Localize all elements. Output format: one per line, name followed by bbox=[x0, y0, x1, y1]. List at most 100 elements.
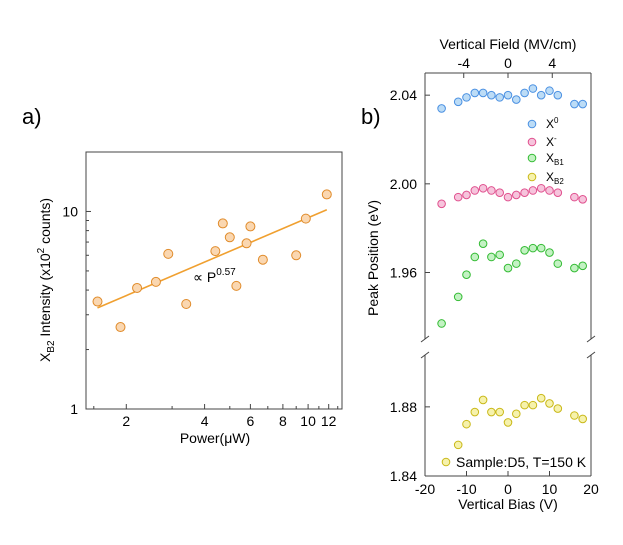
panel-a-fit-line bbox=[97, 209, 328, 309]
panel-b-point bbox=[462, 419, 471, 429]
panel-b-top-x-tick-label: 4 bbox=[548, 55, 556, 71]
panel-b-point bbox=[437, 199, 446, 209]
panel-b-point bbox=[478, 239, 488, 248]
panel-b-point bbox=[487, 90, 496, 100]
panel-b-point bbox=[512, 95, 521, 104]
panel-b-legend-label: X0 bbox=[546, 116, 559, 131]
panel-a-y-axis-label: XB2 Intensity (x102 counts) bbox=[36, 198, 57, 362]
panel-b-point bbox=[520, 400, 529, 410]
panel-a-x-tick-label: 4 bbox=[201, 413, 209, 429]
panel-b-point bbox=[536, 90, 546, 100]
panel-b-x-axis-label: Vertical Bias (V) bbox=[458, 496, 558, 512]
panel-b-x-tick-label: 0 bbox=[504, 481, 512, 497]
panel-b-legend-marker bbox=[527, 119, 537, 129]
panel-b-point bbox=[478, 88, 488, 98]
panel-b-point bbox=[520, 246, 529, 255]
panel-b-points bbox=[437, 84, 588, 450]
panel-b-point bbox=[536, 243, 546, 253]
panel-b-axes: -20 -10 0 10 20 -4 0 4 1.96 2.00 2.04 1.84 1.88 bbox=[390, 55, 599, 497]
panel-a-point bbox=[241, 238, 252, 249]
panel-b-point bbox=[512, 190, 521, 200]
panel-b-point bbox=[570, 192, 579, 202]
panel-b-point bbox=[495, 407, 505, 417]
panel-b-x-tick-label: -20 bbox=[415, 481, 435, 497]
panel-b-point bbox=[470, 407, 480, 417]
panel-b-point bbox=[503, 263, 513, 273]
panel-b-point bbox=[578, 195, 588, 204]
panel-a-point bbox=[163, 248, 174, 259]
panel-b-y-tick-label: 1.96 bbox=[390, 265, 417, 281]
panel-a-x-tick-label: 10 bbox=[300, 413, 316, 429]
panel-b-point bbox=[570, 263, 579, 273]
panel-b-point bbox=[453, 97, 463, 107]
panel-b-x-tick-label: 20 bbox=[583, 481, 599, 497]
panel-b-point bbox=[545, 86, 554, 96]
panel-b-point bbox=[487, 252, 496, 262]
panel-b-y-tick-label: 1.88 bbox=[390, 399, 417, 415]
panel-b-point bbox=[453, 192, 463, 202]
panel-a-point bbox=[181, 299, 192, 310]
panel-a-point bbox=[300, 213, 311, 224]
panel-b-legend-marker bbox=[527, 172, 537, 182]
panel-a-point bbox=[257, 254, 268, 265]
panel-b-point bbox=[520, 88, 529, 98]
panel-b-point bbox=[495, 188, 505, 197]
panel-b-point bbox=[578, 99, 588, 109]
panel-a-y-tick-label: 10 bbox=[62, 203, 78, 219]
panel-b-point bbox=[462, 270, 471, 280]
panel-b-point bbox=[553, 188, 563, 197]
panel-b-top-x-tick-label: -4 bbox=[458, 55, 471, 71]
panel-b-legend-label: X- bbox=[546, 134, 557, 149]
panel-a-x-tick-label: 2 bbox=[122, 413, 130, 429]
panel-a-label: a) bbox=[22, 104, 42, 129]
panel-a-point bbox=[245, 221, 256, 232]
panel-b-point bbox=[528, 186, 538, 195]
panel-a-x-tick-label: 12 bbox=[321, 413, 337, 429]
panel-b-legend: X0 X- XB1 XB2 bbox=[441, 116, 564, 467]
panel-b-point bbox=[545, 248, 554, 257]
panel-a-axes: 2 4 6 8 10 12 1 10 bbox=[62, 151, 339, 429]
panel-b-point bbox=[495, 93, 505, 102]
panel-b-legend-marker bbox=[527, 137, 537, 147]
panel-a-x-axis-label: Power(μW) bbox=[180, 430, 250, 446]
panel-b-point bbox=[453, 292, 463, 302]
panel-a-fit-line-group bbox=[97, 209, 328, 309]
panel-b-point bbox=[470, 252, 480, 262]
panel-b-point bbox=[470, 88, 480, 98]
panel-a-point bbox=[217, 218, 228, 229]
panel-a-annotation: ∝ P0.57 bbox=[193, 267, 236, 285]
panel-b-legend-marker bbox=[527, 153, 537, 163]
panel-b-point bbox=[453, 440, 463, 450]
panel-a-point bbox=[210, 246, 221, 257]
panel-b-point bbox=[462, 93, 471, 102]
panel-b-point bbox=[528, 400, 538, 410]
panel-a-point bbox=[231, 280, 242, 291]
panel-b-top-x-axis-label: Vertical Field (MV/cm) bbox=[440, 36, 577, 52]
panel-b-axis-break-mark bbox=[586, 351, 596, 359]
panel-b-axis-break-mark bbox=[420, 335, 430, 343]
panel-b-legend-label: XB2 bbox=[546, 170, 564, 186]
panel-b-point bbox=[520, 188, 529, 197]
panel-b-axis-break-mark bbox=[420, 351, 430, 359]
panel-b-x-tick-label: 10 bbox=[542, 481, 558, 497]
panel-a-point bbox=[321, 189, 332, 200]
panel-b-point bbox=[470, 186, 480, 195]
panel-b-point bbox=[553, 404, 563, 413]
panel-a-point bbox=[132, 282, 143, 293]
panel-b-point bbox=[578, 261, 588, 271]
panel-b-top-x-tick-label: 0 bbox=[504, 55, 512, 71]
panel-b-y-tick-label: 2.04 bbox=[390, 87, 417, 103]
panel-b-point bbox=[553, 90, 563, 100]
panel-b-point bbox=[553, 259, 563, 268]
panel-b-x-tick-label: -10 bbox=[456, 481, 476, 497]
panel-b-point bbox=[437, 104, 446, 113]
panel-b-point bbox=[578, 414, 588, 424]
panel-b-point bbox=[478, 395, 488, 405]
panel-a-point bbox=[224, 232, 235, 243]
panel-a-plot-frame bbox=[85, 151, 343, 410]
panel-a-point bbox=[150, 276, 161, 287]
panel-b-point bbox=[512, 259, 521, 268]
panel-b-point bbox=[495, 250, 505, 260]
panel-b-point bbox=[545, 399, 554, 408]
